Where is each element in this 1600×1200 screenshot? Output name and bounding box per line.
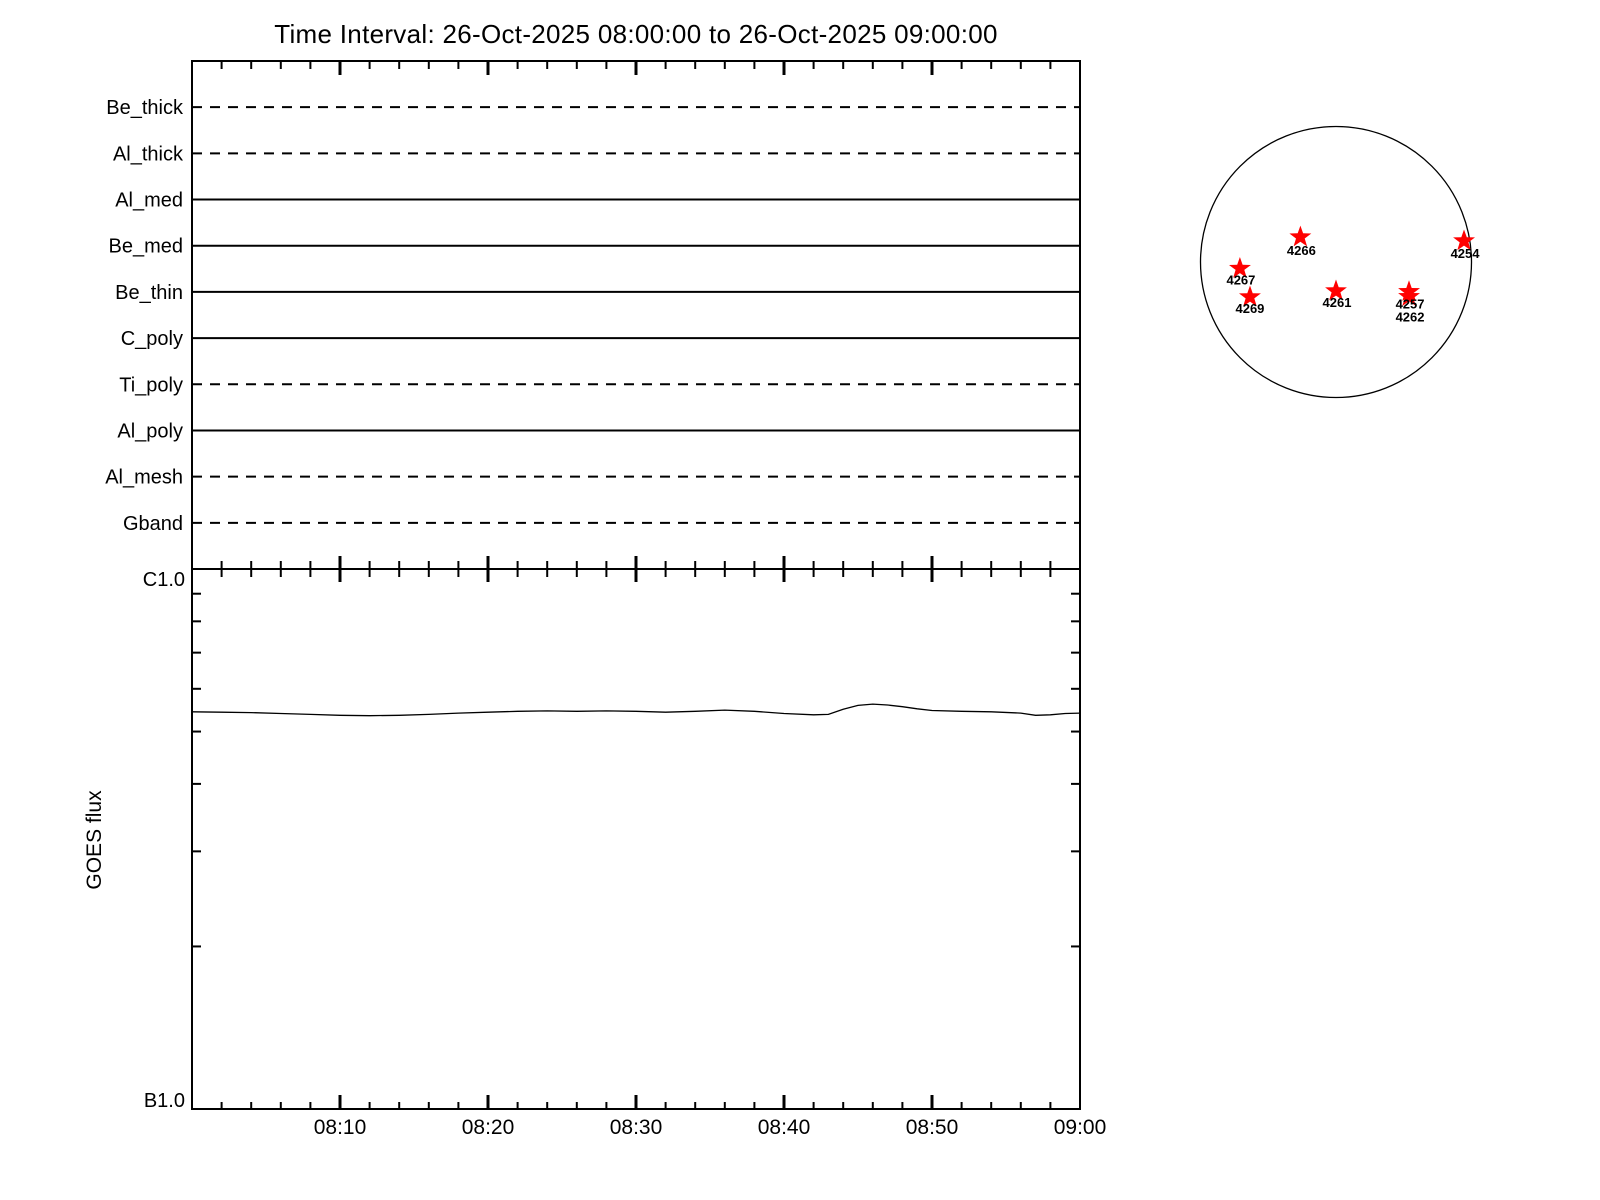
filter-label-al_thick: Al_thick: [113, 143, 184, 165]
x-tick-label: 08:40: [758, 1116, 811, 1139]
goes-panel-border: [191, 568, 1081, 1110]
filter-label-gband: Gband: [123, 513, 183, 535]
active-region-label-4269: 4269: [1235, 301, 1264, 316]
filter-label-ti_poly: Ti_poly: [119, 374, 183, 396]
active-region-star-4261: [1325, 279, 1347, 301]
goes-y-axis-bottom-label: B1.0: [143, 1090, 185, 1112]
x-tick-label: 08:50: [906, 1116, 959, 1139]
active-region-star-4267: [1229, 257, 1251, 278]
active-region-star-4266: [1289, 225, 1312, 247]
x-tick-label: 08:10: [314, 1116, 367, 1139]
filter-panel-border: [191, 60, 1081, 570]
filter-label-be_thick: Be_thick: [106, 97, 184, 119]
filter-label-al_mesh: Al_mesh: [105, 467, 183, 489]
x-tick-label: 09:00: [1054, 1116, 1107, 1139]
goes-y-axis-top-label: C1.0: [142, 569, 185, 591]
active-region-label-4266: 4266: [1287, 243, 1316, 258]
solar-disk-circle: [1199, 125, 1473, 399]
filter-label-be_thin: Be_thin: [115, 282, 183, 304]
active-region-star-4254: [1453, 229, 1475, 251]
active-region-label-4262: 4262: [1396, 310, 1425, 325]
page-title: Time Interval: 26-Oct-2025 08:00:00 to 2…: [274, 19, 998, 49]
goes-flux-line: [191, 703, 1081, 717]
filter-label-al_med: Al_med: [115, 190, 183, 212]
filter-label-c_poly: C_poly: [121, 328, 183, 350]
filter-label-be_med: Be_med: [109, 236, 184, 258]
x-tick-label: 08:30: [610, 1116, 663, 1139]
active-region-star-4269: [1239, 285, 1261, 307]
active-region-label-4267: 4267: [1226, 273, 1255, 288]
active-region-label-4254: 4254: [1451, 246, 1481, 261]
active-region-label-4261: 4261: [1323, 295, 1352, 310]
active-region-label-4257: 4257: [1396, 297, 1425, 312]
x-tick-label: 08:20: [462, 1116, 515, 1139]
active-region-star-4262: [1398, 285, 1420, 306]
filter-label-al_poly: Al_poly: [117, 420, 183, 442]
